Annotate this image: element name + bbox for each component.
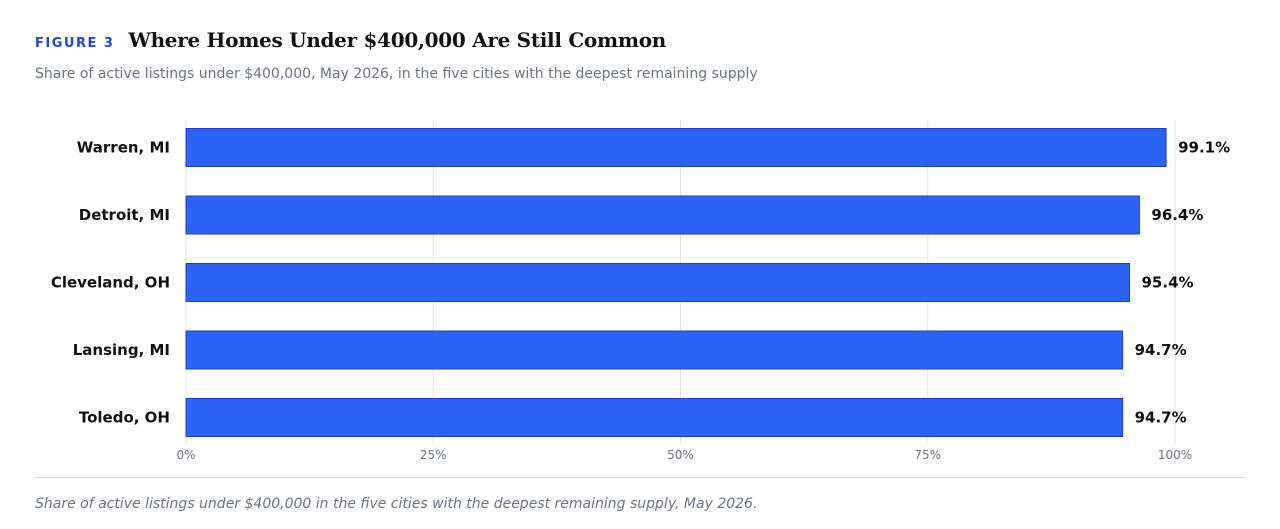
x-tick-label-1: 25% bbox=[420, 448, 447, 462]
x-tick-label-0: 0% bbox=[176, 448, 195, 462]
chart-subtitle: Share of active listings under $400,000,… bbox=[35, 66, 758, 82]
bar-chart: Warren, MI 99.1% Detroit, MI 96.4% Cleveland… bbox=[51, 120, 1230, 462]
category-label-1: Detroit, MI bbox=[79, 206, 170, 224]
chart-caption: Share of active listings under $400,000 … bbox=[35, 496, 758, 512]
footer-divider bbox=[35, 477, 1245, 478]
category-label-0: Warren, MI bbox=[77, 139, 170, 157]
data-label-2: 95.4% bbox=[1142, 274, 1194, 292]
data-label-4: 94.7% bbox=[1135, 409, 1187, 427]
bar-0 bbox=[185, 128, 1167, 167]
category-label-4: Toledo, OH bbox=[79, 409, 170, 427]
bar-3 bbox=[185, 330, 1124, 370]
chart-header: FIGURE 3 Where Homes Under $400,000 Are … bbox=[35, 28, 666, 52]
data-label-0: 99.1% bbox=[1178, 139, 1230, 157]
data-label-3: 94.7% bbox=[1135, 341, 1187, 359]
x-tick-label-3: 75% bbox=[914, 448, 941, 462]
data-label-1: 96.4% bbox=[1151, 206, 1203, 224]
category-label-3: Lansing, MI bbox=[73, 341, 170, 359]
bar-1 bbox=[185, 195, 1140, 235]
x-tick-label-2: 50% bbox=[667, 448, 694, 462]
figure-label: FIGURE 3 bbox=[35, 36, 115, 51]
category-label-2: Cleveland, OH bbox=[51, 274, 170, 292]
chart-title: Where Homes Under $400,000 Are Still Com… bbox=[128, 28, 666, 52]
bar-2 bbox=[185, 263, 1131, 302]
bar-4 bbox=[185, 398, 1124, 437]
x-tick-label-4: 100% bbox=[1158, 448, 1192, 462]
